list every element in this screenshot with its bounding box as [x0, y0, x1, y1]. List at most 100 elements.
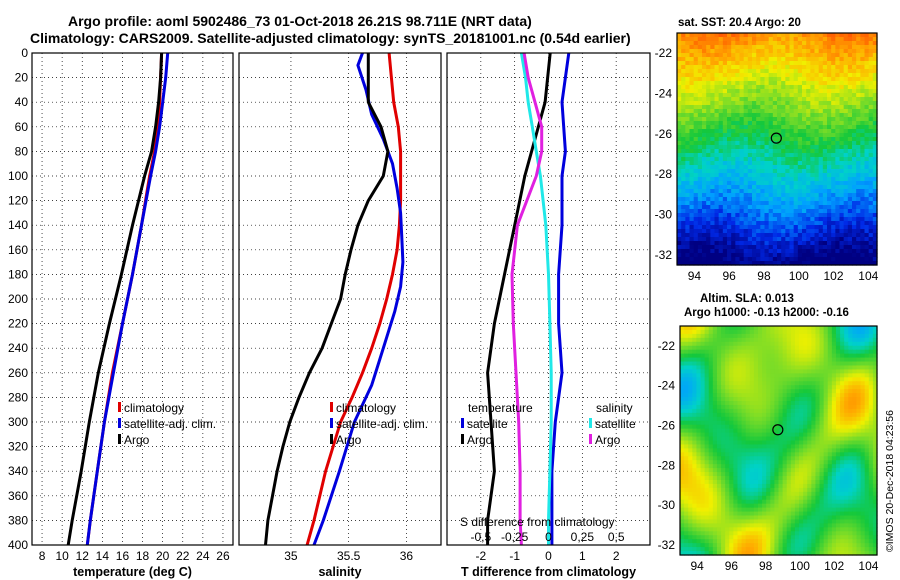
map-cell [739, 73, 745, 78]
map-cell [852, 452, 858, 457]
map-cell [847, 145, 853, 150]
map-cell [789, 173, 795, 178]
map-cell [697, 53, 703, 58]
map-cell [696, 483, 702, 489]
map-cell [706, 97, 711, 102]
map-cell [708, 369, 714, 374]
map-cell [807, 464, 812, 469]
map-cell [677, 185, 682, 190]
map-cell [831, 169, 836, 174]
map-cell [815, 408, 821, 414]
y-tick-label: 260 [8, 366, 28, 380]
map-cell [822, 209, 828, 214]
map-cell [741, 472, 747, 477]
map-cell [789, 249, 795, 254]
map-cell [868, 101, 874, 106]
map-cell [741, 401, 747, 406]
map-cell [806, 185, 811, 190]
map-cell [872, 41, 878, 46]
map-cell [747, 137, 753, 142]
map-cell [700, 373, 706, 378]
map-cell [753, 326, 759, 331]
map-cell [737, 381, 743, 386]
map-cell [864, 221, 870, 226]
map-cell [772, 157, 778, 162]
map-cell [860, 149, 866, 154]
map-cell [844, 472, 849, 477]
map-cell [747, 133, 753, 138]
map-cell [731, 257, 736, 262]
map-cell [790, 452, 796, 457]
map-cell [782, 420, 788, 426]
map-cell [680, 393, 685, 398]
map-cell [860, 456, 866, 461]
map-cell [714, 125, 720, 130]
map-cell [843, 177, 849, 182]
map-cell [747, 41, 753, 46]
map-cell [681, 141, 686, 146]
map-cell [815, 452, 821, 457]
map-cell [693, 229, 699, 234]
map-cell [772, 241, 778, 246]
map-cell [681, 217, 686, 222]
map-cell [819, 385, 825, 390]
map-cell [706, 253, 711, 258]
map-cell [735, 93, 741, 98]
map-cell [856, 153, 861, 158]
map-cell [702, 221, 707, 226]
map-cell [706, 33, 711, 38]
map-cell [818, 85, 824, 90]
map-cell [710, 161, 716, 166]
map-cell [684, 472, 689, 477]
map-cell [835, 233, 841, 238]
map-cell [743, 101, 749, 106]
map-cell [811, 397, 817, 402]
map-cell [852, 448, 858, 453]
map-cell [872, 349, 878, 355]
map-cell [864, 373, 870, 378]
series-satellite-adj-clim- [312, 52, 405, 546]
map-cell [831, 456, 837, 461]
map-cell [677, 213, 682, 218]
map-cell [747, 197, 753, 202]
map-cell [777, 257, 782, 262]
map-cell [782, 329, 788, 335]
map-cell [762, 436, 767, 442]
map-cell [790, 440, 796, 446]
map-cell [806, 77, 811, 82]
map-cell [835, 173, 841, 178]
map-cell [819, 333, 825, 339]
map-cell [685, 37, 691, 42]
map-cell [793, 145, 799, 150]
map-cell [747, 85, 753, 90]
map-cell [815, 365, 821, 371]
map-cell [718, 141, 724, 146]
map-cell [814, 81, 820, 86]
map-cell [818, 193, 824, 198]
map-cell [831, 137, 836, 142]
map-cell [782, 357, 788, 363]
map-cell [810, 185, 816, 190]
map-cell [770, 472, 775, 477]
map-cell [708, 472, 714, 477]
map-cell [782, 345, 788, 351]
map-cell [781, 137, 786, 142]
map-cell [789, 81, 795, 86]
map-cell [685, 177, 691, 182]
map-cell [852, 440, 858, 446]
map-cell [872, 85, 878, 90]
map-cell [793, 229, 799, 234]
map-cell [786, 337, 792, 343]
map-cell [764, 137, 770, 142]
map-cell [856, 389, 862, 394]
map-cell [677, 85, 682, 90]
map-cell [778, 377, 784, 382]
map-cell [852, 261, 857, 266]
map-cell [693, 61, 699, 66]
map-cell [714, 177, 720, 182]
map-cell [847, 221, 853, 226]
map-cell [731, 105, 736, 110]
map-cell [770, 361, 775, 367]
map-cell [712, 385, 718, 390]
map-cell [806, 221, 811, 226]
